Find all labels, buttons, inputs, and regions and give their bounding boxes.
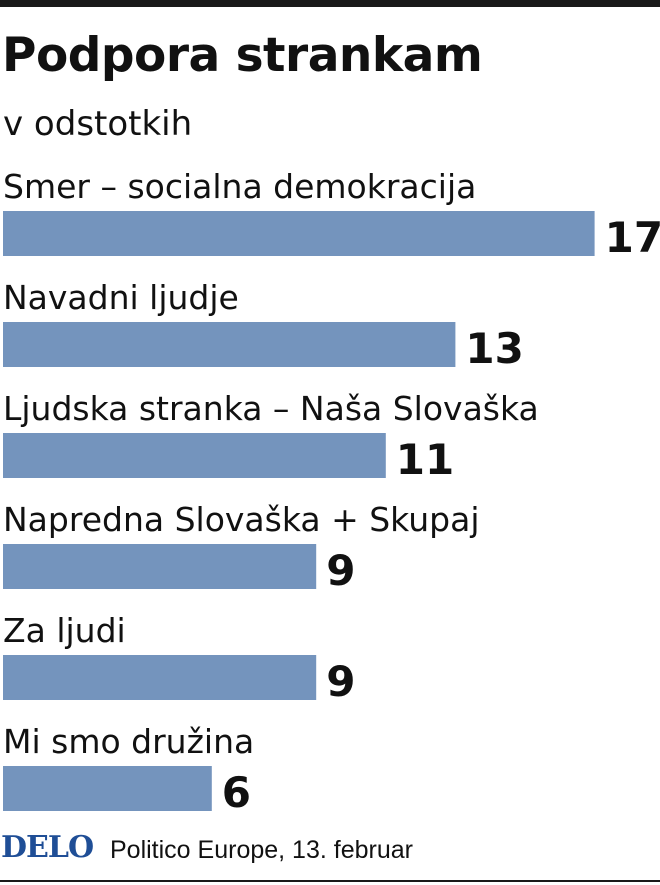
top-rule: [0, 0, 660, 7]
footer: DELO Politico Europe, 13. februar: [0, 826, 660, 872]
delo-logo: DELO: [1, 830, 94, 865]
bar: [3, 655, 317, 700]
value-label: 6: [222, 768, 251, 817]
bar: [3, 211, 595, 256]
chart-subtitle: v odstotkih: [3, 104, 193, 144]
category-label: Mi smo družina: [3, 722, 254, 761]
value-label: 13: [465, 324, 523, 373]
category-label: Navadni ljudje: [3, 278, 239, 317]
value-label: 9: [326, 546, 355, 595]
category-label: Napredna Slovaška + Skupaj: [3, 500, 480, 539]
chart-title: Podpora strankam: [2, 28, 483, 83]
bar: [3, 433, 386, 478]
bottom-rule: [0, 880, 660, 882]
category-label: Za ljudi: [3, 611, 126, 650]
value-label: 11: [396, 435, 454, 484]
value-label: 17: [605, 213, 660, 262]
category-label: Ljudska stranka – Naša Slovaška: [3, 389, 539, 428]
category-label: Smer – socialna demokracija: [3, 167, 476, 206]
source-credit: Politico Europe, 13. februar: [110, 836, 413, 864]
bar: [3, 322, 456, 367]
value-label: 9: [326, 657, 355, 706]
bar: [3, 766, 212, 811]
bar: [3, 544, 317, 589]
